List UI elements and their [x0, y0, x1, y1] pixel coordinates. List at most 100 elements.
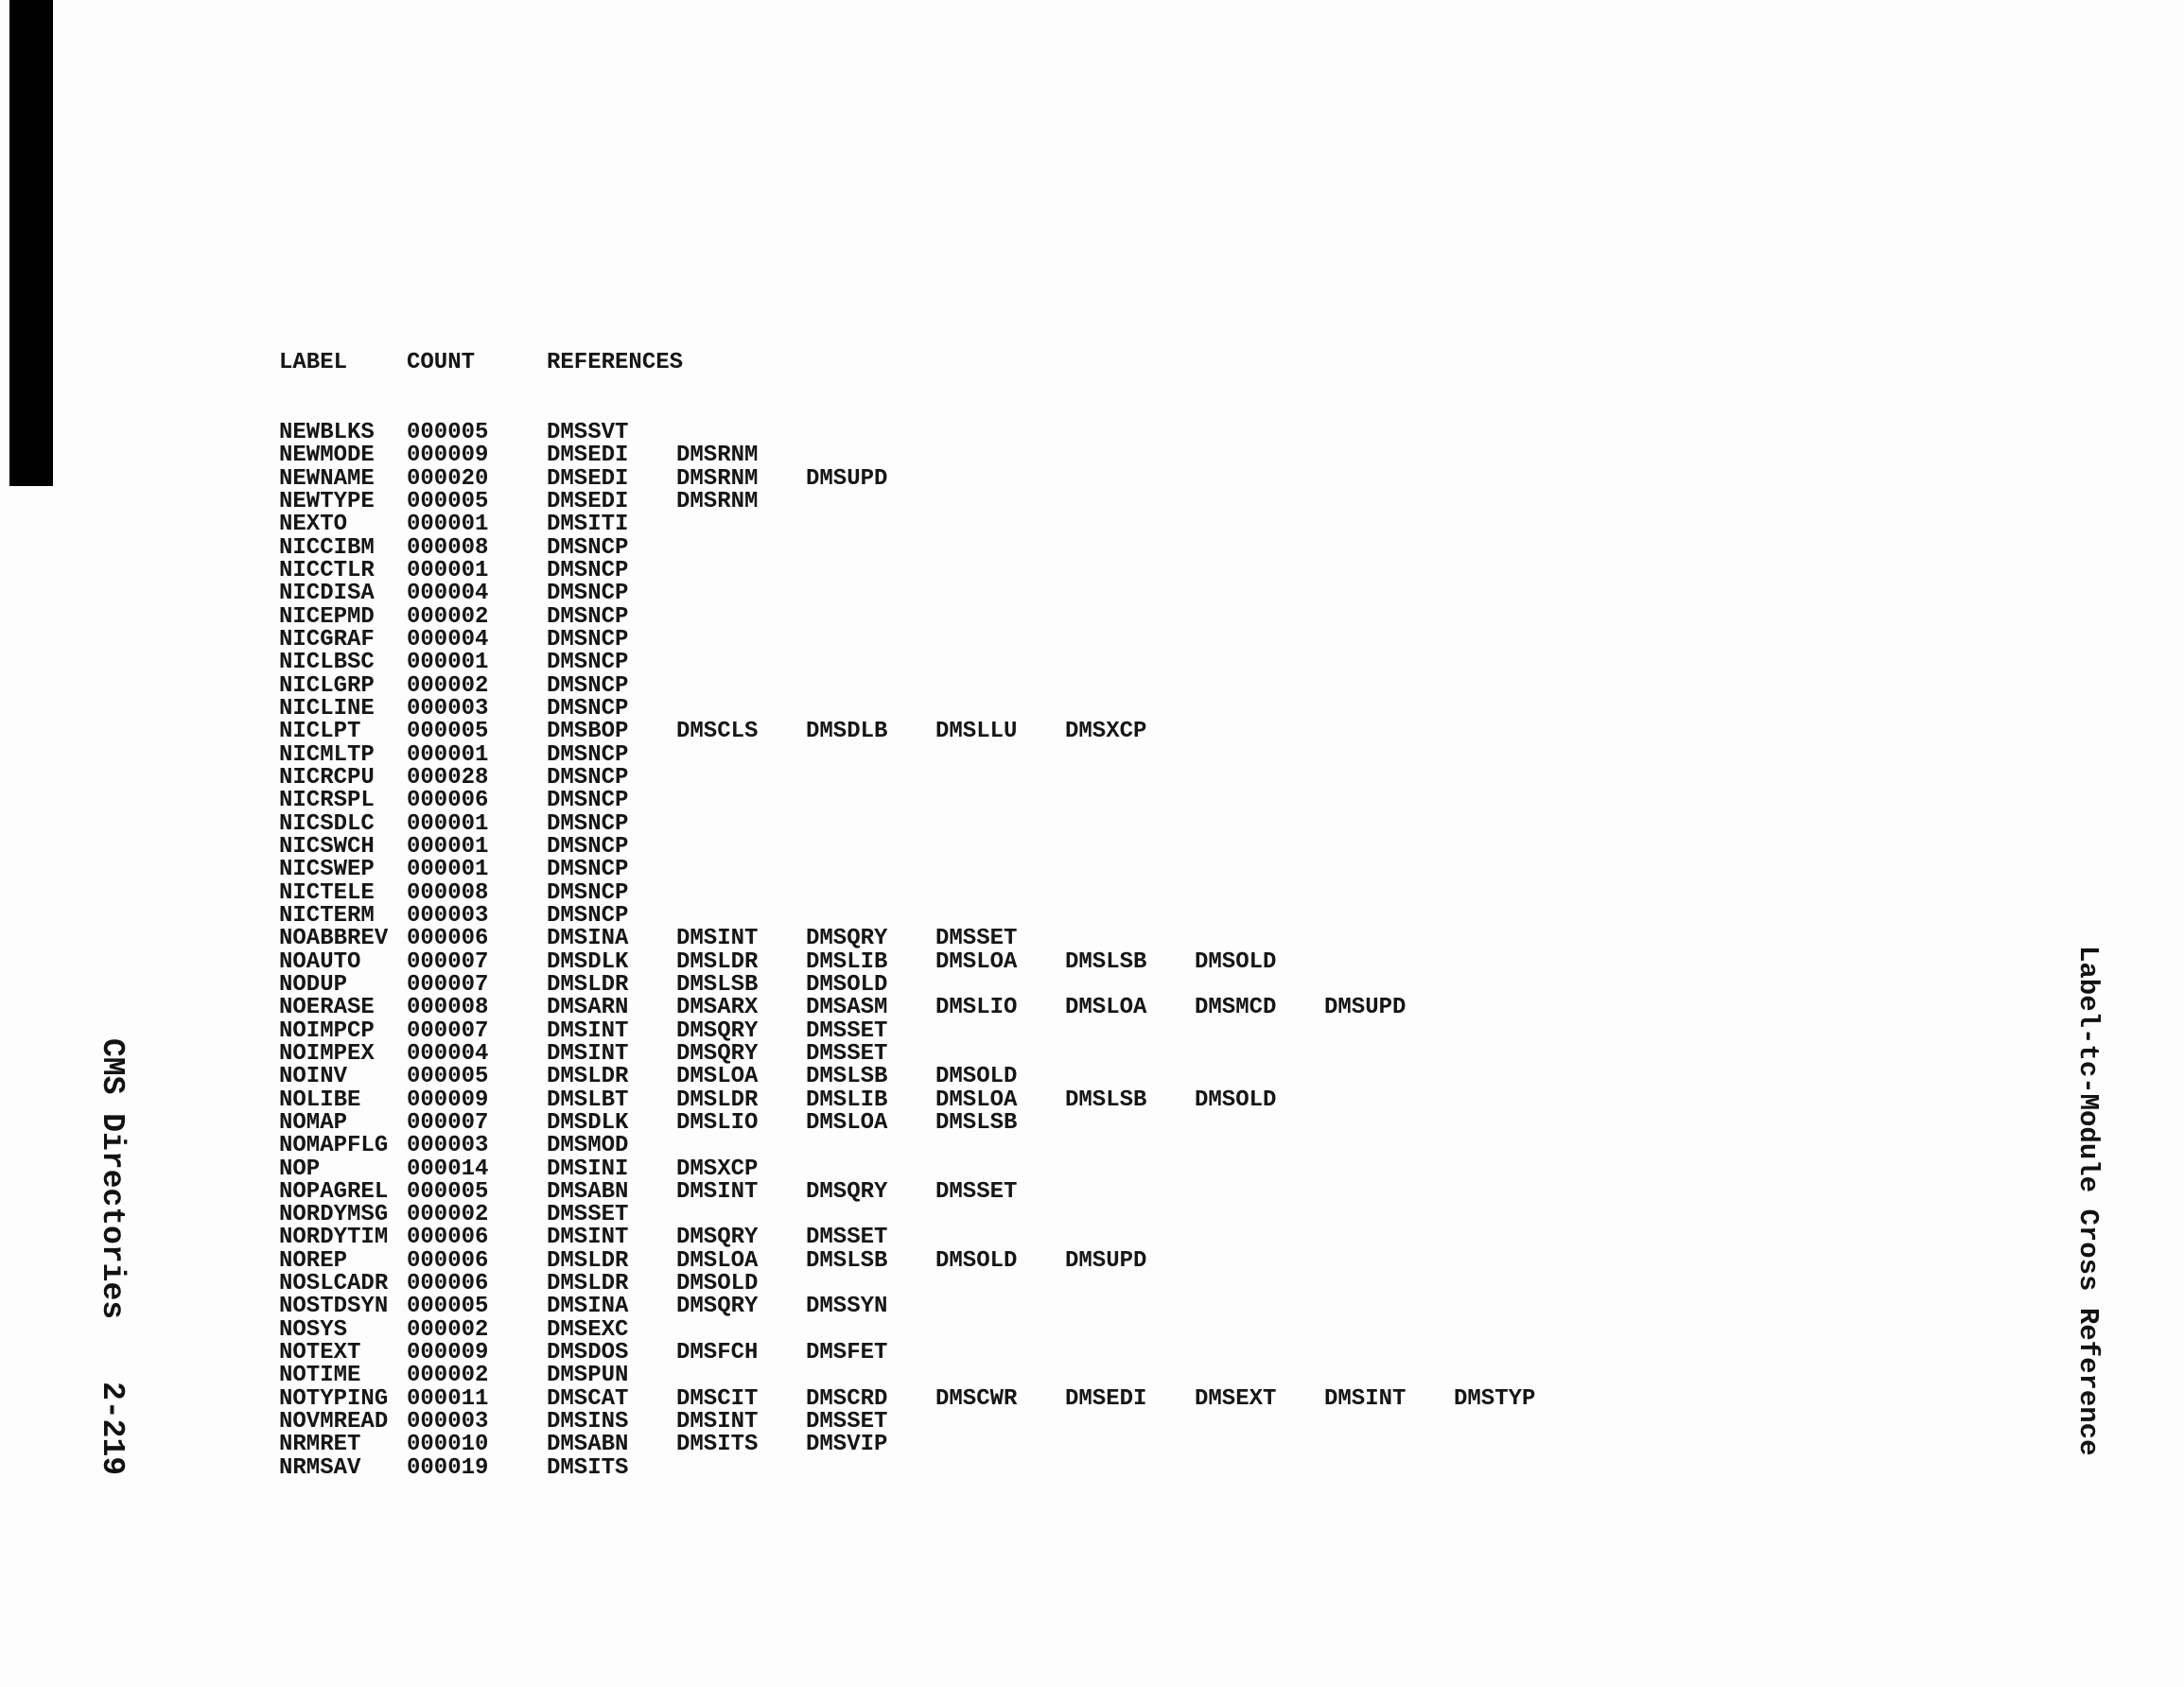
count-cell: 000001	[407, 650, 489, 676]
ref-cell: DMSLSB	[806, 1247, 888, 1274]
count-cell: 000011	[407, 1385, 489, 1412]
label-cell: NOIMPCP	[279, 1017, 375, 1044]
ref-cell: DMSFCH	[676, 1340, 759, 1366]
count-cell: 000005	[407, 1178, 489, 1205]
ref-cell: DMSSET	[547, 1202, 629, 1228]
ref-cell: DMSSET	[806, 1225, 888, 1251]
label-cell: NEWTYPE	[279, 488, 375, 514]
ref-cell: DMSSET	[806, 1409, 888, 1435]
ref-cell: DMSBOP	[547, 719, 629, 745]
count-cell: 000005	[407, 719, 489, 745]
ref-cell: DMSEDI	[1065, 1385, 1147, 1412]
column-header-references: REFERENCES	[547, 350, 684, 375]
ref-cell: DMSNCP	[547, 902, 629, 929]
ref-cell: DMSNCP	[547, 534, 629, 561]
count-cell: 000003	[407, 1133, 489, 1159]
label-cell: NOREP	[279, 1247, 348, 1274]
ref-cell: DMSOLD	[1195, 1087, 1277, 1113]
label-cell: NICTERM	[279, 902, 375, 929]
label-cell: NOIMPEX	[279, 1040, 375, 1067]
ref-cell: DMSNCP	[547, 581, 629, 607]
ref-cell: DMSNCP	[547, 833, 629, 860]
column-header-label: LABEL	[279, 350, 348, 375]
ref-cell: DMSLSB	[1065, 1087, 1147, 1113]
label-cell: NOPAGREL	[279, 1178, 389, 1205]
label-cell: NICLPT	[279, 719, 361, 745]
count-cell: 000003	[407, 902, 489, 929]
label-cell: NOERASE	[279, 995, 375, 1021]
label-cell: NOSYS	[279, 1316, 348, 1343]
label-cell: NRMRET	[279, 1432, 361, 1458]
ref-cell: DMSUPD	[1065, 1247, 1147, 1274]
ref-cell: DMSLSB	[935, 1109, 1018, 1136]
ref-cell: DMSEDI	[547, 488, 629, 514]
label-cell: NICGRAF	[279, 626, 375, 652]
ref-cell: DMSNCP	[547, 650, 629, 676]
label-cell: NEXTO	[279, 512, 348, 538]
ref-cell: DMSSET	[806, 1017, 888, 1044]
count-cell: 000001	[407, 741, 489, 768]
label-cell: NOTEXT	[279, 1340, 361, 1366]
label-cell: NICCTLR	[279, 557, 375, 583]
ref-cell: DMSSET	[935, 1178, 1018, 1205]
count-cell: 000009	[407, 1340, 489, 1366]
count-cell: 000009	[407, 443, 489, 469]
ref-cell: DMSLOA	[676, 1247, 759, 1274]
ref-cell: DMSSET	[806, 1040, 888, 1067]
count-cell: 000005	[407, 488, 489, 514]
count-cell: 000006	[407, 788, 489, 814]
ref-cell: DMSLIB	[806, 948, 888, 975]
ref-cell: DMSCRD	[806, 1385, 888, 1412]
ref-cell: DMSNCP	[547, 672, 629, 699]
ref-cell: DMSNCP	[547, 603, 629, 630]
label-cell: NICDISA	[279, 581, 375, 607]
ref-cell: DMSQRY	[676, 1225, 759, 1251]
ref-cell: DMSINA	[547, 926, 629, 952]
ref-cell: DMSOLD	[935, 1064, 1018, 1090]
ref-cell: DMSLIO	[676, 1109, 759, 1136]
count-cell: 000007	[407, 948, 489, 975]
label-cell: NEWMODE	[279, 443, 375, 469]
label-cell: NOVMREAD	[279, 1409, 389, 1435]
label-cell: NORDYTIM	[279, 1225, 389, 1251]
ref-cell: DMSDOS	[547, 1340, 629, 1366]
label-cell: NOP	[279, 1156, 321, 1182]
label-cell: NEWBLKS	[279, 420, 375, 445]
label-cell: NODUP	[279, 971, 348, 998]
label-cell: NOLIBE	[279, 1087, 361, 1113]
ref-cell: DMSOLD	[806, 971, 888, 998]
ref-cell: DMSABN	[547, 1432, 629, 1458]
ref-cell: DMSINT	[547, 1017, 629, 1044]
count-cell: 000009	[407, 1087, 489, 1113]
count-cell: 000001	[407, 512, 489, 538]
label-cell: NICMLTP	[279, 741, 375, 768]
right-margin-caption: Label-tc-Module Cross Reference	[2072, 946, 2104, 1456]
label-cell: NORDYMSG	[279, 1202, 389, 1228]
label-cell: NICSWCH	[279, 833, 375, 860]
count-cell: 000002	[407, 1363, 489, 1389]
chapter-title: Label-tc-Module Cross Reference	[2072, 946, 2104, 1456]
ref-cell: DMSLIO	[935, 995, 1018, 1021]
ref-cell: DMSINT	[547, 1225, 629, 1251]
ref-cell: DMSQRY	[676, 1040, 759, 1067]
label-cell: NOTIME	[279, 1363, 361, 1389]
ref-cell: DMSNCP	[547, 788, 629, 814]
ref-cell: DMSEDI	[547, 443, 629, 469]
count-cell: 000001	[407, 857, 489, 883]
ref-cell: DMSLBT	[547, 1087, 629, 1113]
left-margin-caption: CMS Directories 2-219	[95, 1038, 130, 1475]
ref-cell: DMSDLB	[806, 719, 888, 745]
ref-cell: DMSLDR	[547, 1271, 629, 1297]
ref-cell: DMSQRY	[806, 1178, 888, 1205]
count-cell: 000001	[407, 810, 489, 837]
ref-cell: DMSOLD	[935, 1247, 1018, 1274]
ref-cell: DMSLOA	[676, 1064, 759, 1090]
ref-cell: DMSXCP	[676, 1156, 759, 1182]
ref-cell: DMSASM	[806, 995, 888, 1021]
column-header-count: COUNT	[407, 350, 476, 375]
ref-cell: DMSSYN	[806, 1294, 888, 1320]
label-cell: NOTYPING	[279, 1385, 389, 1412]
count-cell: 000014	[407, 1156, 489, 1182]
ref-cell: DMSNCP	[547, 741, 629, 768]
